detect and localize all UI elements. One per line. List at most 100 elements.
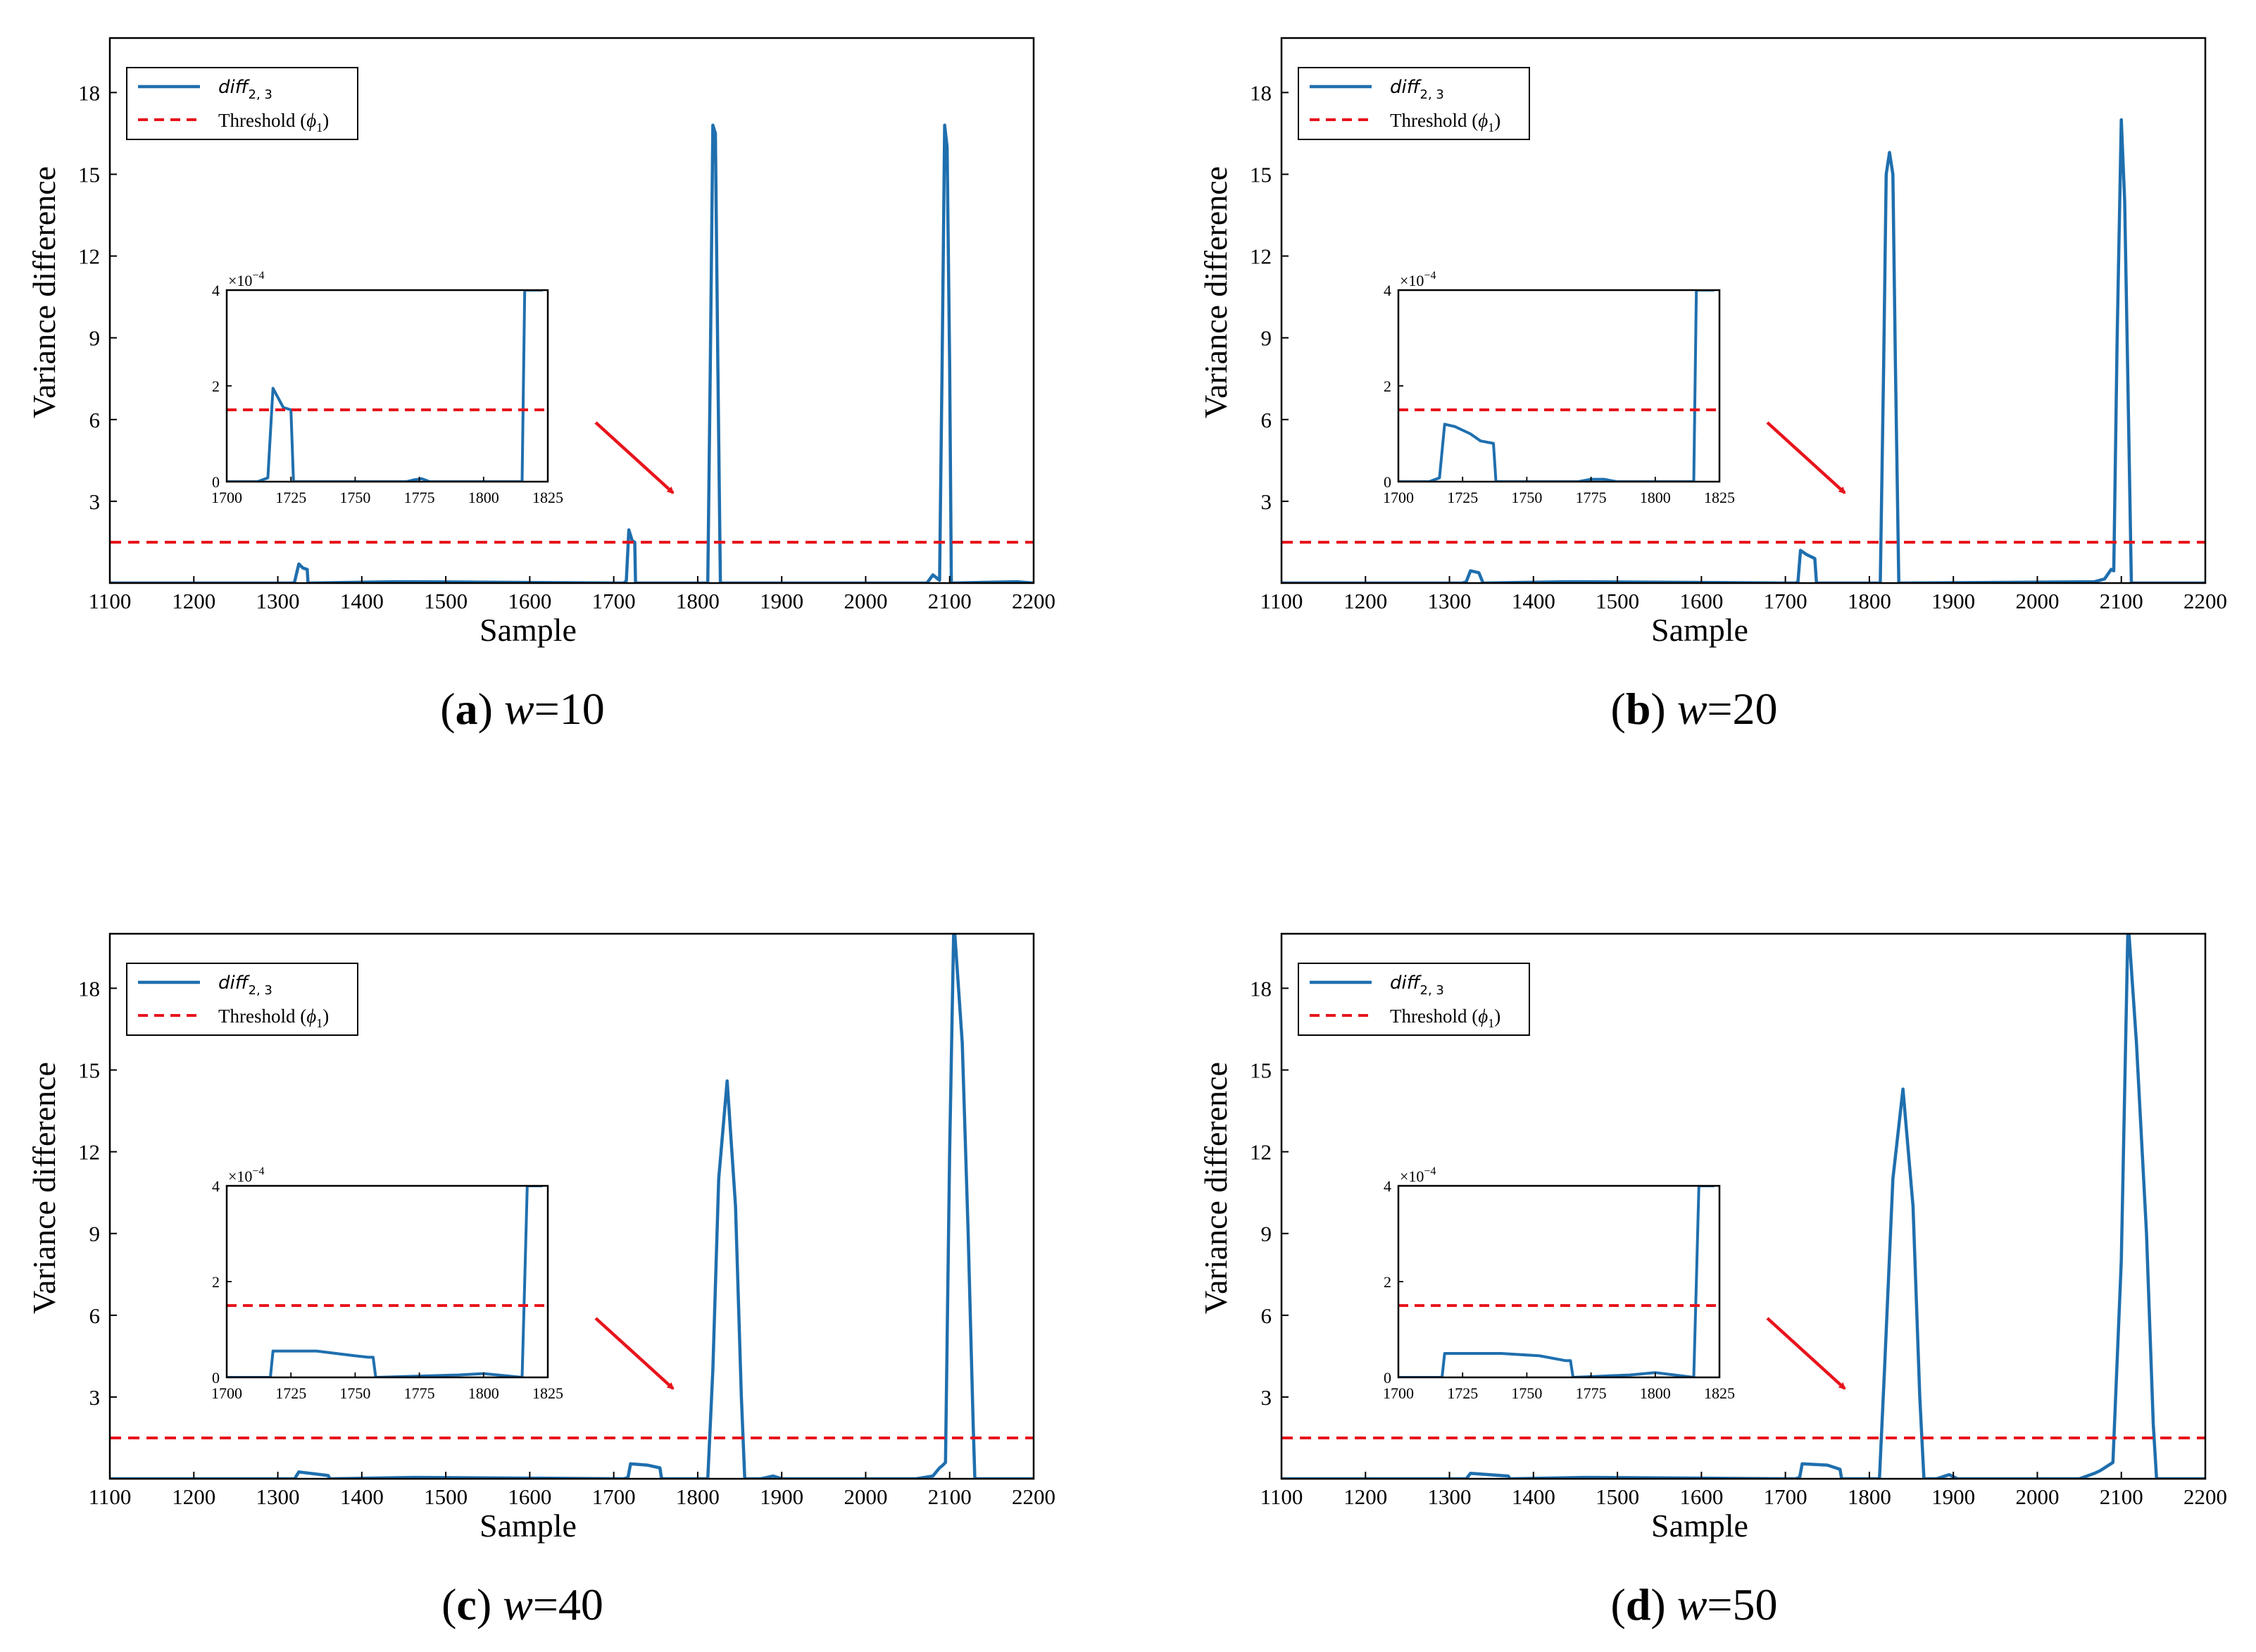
x-tick-label: 1900 [760, 589, 803, 613]
inset-y-tick-label: 2 [212, 377, 220, 395]
x-tick-label: 1500 [1596, 589, 1639, 613]
x-tick-label: 2000 [2015, 1484, 2059, 1509]
x-tick-label: 2100 [2100, 1484, 2143, 1509]
inset-x-tick-label: 1825 [532, 1384, 563, 1402]
x-tick-label: 1700 [592, 1484, 636, 1509]
series-line-diff [110, 934, 1034, 1479]
legend-label-threshold: Threshold (ϕ1) [218, 110, 329, 134]
plot-frame [108, 37, 1035, 584]
legend-label-series: diff2, 3 [218, 77, 272, 102]
x-tick-label: 1400 [1512, 1484, 1555, 1509]
plot-frame [108, 932, 1035, 1480]
x-tick-label: 1100 [1260, 1484, 1303, 1509]
panel-caption: (b) w=20 [1611, 684, 1778, 734]
x-tick-label: 1800 [1848, 589, 1891, 613]
panel-caption: (d) w=50 [1611, 1579, 1778, 1629]
legend: diff2, 3 Threshold (ϕ1) [1298, 67, 1530, 140]
x-axis-label: Sample [480, 612, 577, 648]
x-tick-label: 2200 [1012, 589, 1055, 613]
y-tick-label: 15 [78, 163, 100, 187]
inset-y-tick-label: 0 [1384, 1369, 1391, 1387]
x-tick-label: 1400 [340, 1484, 384, 1509]
x-tick-label: 2200 [2183, 589, 2227, 613]
x-tick-label: 1300 [256, 589, 300, 613]
inset-y-tick-label: 4 [1384, 282, 1391, 299]
x-tick-label: 2000 [2015, 589, 2059, 613]
x-axis-label: Sample [1651, 612, 1748, 648]
zoom-arrow [594, 421, 675, 494]
x-tick-label: 1300 [1428, 589, 1472, 613]
y-axis-label: Variance difference [26, 166, 62, 418]
y-tick-label: 3 [89, 489, 101, 514]
x-axis-label: Sample [1651, 1508, 1748, 1544]
inset-exponent-label: ×10−4 [1400, 1165, 1436, 1185]
inset-y-tick-label: 2 [1384, 1273, 1391, 1291]
inset-exponent-label: ×10−4 [228, 270, 264, 289]
inset-x-tick-label: 1700 [211, 1384, 242, 1402]
y-tick-label: 9 [1261, 1222, 1272, 1246]
y-tick-label: 15 [78, 1058, 100, 1083]
inset-x-tick-label: 1750 [339, 489, 370, 506]
inset-y-tick-label: 4 [212, 1177, 220, 1195]
legend-box [126, 67, 358, 140]
inset-series-line [227, 1186, 543, 1377]
y-tick-label: 6 [1261, 1303, 1272, 1328]
plot-frame [1280, 932, 2207, 1480]
panel-d: 1100 1200 1300 1400 1500 1600 1700 1800 1900 2000… [1198, 932, 2227, 1629]
y-tick-label: 9 [89, 1222, 101, 1246]
series-line-diff [1281, 934, 2205, 1479]
zoom-arrow [1766, 421, 1846, 494]
y-tick-label: 9 [1261, 326, 1272, 351]
panel-b: 1100 1200 1300 1400 1500 1600 1700 1800 1900 2000… [1198, 37, 2227, 734]
series-line-diff [110, 123, 1034, 583]
inset-x-tick-label: 1800 [468, 489, 499, 506]
y-tick-label: 12 [78, 1140, 100, 1165]
inset-y-tick-label: 4 [1384, 1177, 1391, 1195]
x-tick-label: 1200 [1343, 1484, 1387, 1509]
inset-x-tick-label: 1750 [1511, 1384, 1542, 1402]
inset-y-tick-label: 0 [212, 473, 220, 491]
inset-x-tick-label: 1775 [404, 1384, 435, 1402]
legend: diff2, 3 Threshold (ϕ1) [1298, 963, 1530, 1036]
panel-caption: (c) w=40 [441, 1579, 603, 1629]
inset-x-tick-label: 1725 [275, 489, 306, 506]
inset-x-tick-label: 1775 [1576, 1384, 1607, 1402]
x-tick-label: 1900 [1931, 1484, 1975, 1509]
x-tick-label: 1800 [676, 1484, 720, 1509]
y-tick-label: 12 [1250, 244, 1272, 269]
legend-label-series: diff2, 3 [1390, 972, 1444, 998]
x-tick-label: 1700 [1764, 1484, 1807, 1509]
inset-series-line [227, 290, 543, 482]
x-tick-label: 1400 [1512, 589, 1555, 613]
legend-box [126, 963, 358, 1036]
y-tick-label: 12 [1250, 1140, 1272, 1165]
zoom-arrow [1766, 1317, 1846, 1390]
inset-chart: 1700 1725 1750 1775 1800 1825 0 2 4 ×10−4 [1383, 1165, 1735, 1402]
y-axis-label: Variance difference [26, 1062, 62, 1314]
panel-a: 1100 1200 1300 1400 1500 1600 1700 1800 1900 2000… [26, 37, 1055, 734]
x-tick-label: 2100 [928, 1484, 972, 1509]
y-tick-label: 3 [1261, 489, 1272, 514]
x-tick-label: 1600 [1679, 589, 1723, 613]
inset-x-tick-label: 1725 [1447, 489, 1478, 506]
x-tick-label: 1700 [592, 589, 636, 613]
inset-x-tick-label: 1775 [1576, 489, 1607, 506]
x-tick-label: 1500 [424, 1484, 468, 1509]
x-tick-label: 2200 [2183, 1484, 2227, 1509]
inset-x-tick-label: 1775 [404, 489, 435, 506]
inset-chart: 1700 1725 1750 1775 1800 1825 0 2 4 ×10−4 [211, 1165, 563, 1402]
y-tick-label: 9 [89, 326, 101, 351]
inset-series-line [1398, 290, 1715, 482]
legend: diff2, 3 Threshold (ϕ1) [126, 963, 358, 1036]
y-axis-label: Variance difference [1198, 166, 1234, 418]
inset-y-tick-label: 2 [212, 1273, 220, 1291]
legend-label-threshold: Threshold (ϕ1) [1390, 1006, 1500, 1030]
inset-x-tick-label: 1825 [1704, 489, 1735, 506]
x-tick-label: 1100 [89, 1484, 132, 1509]
plot-frame [1280, 37, 2207, 584]
inset-x-tick-label: 1825 [532, 489, 563, 506]
legend-label-series: diff2, 3 [218, 972, 272, 998]
inset-series-line [1398, 1186, 1715, 1377]
y-tick-label: 18 [78, 976, 100, 1001]
